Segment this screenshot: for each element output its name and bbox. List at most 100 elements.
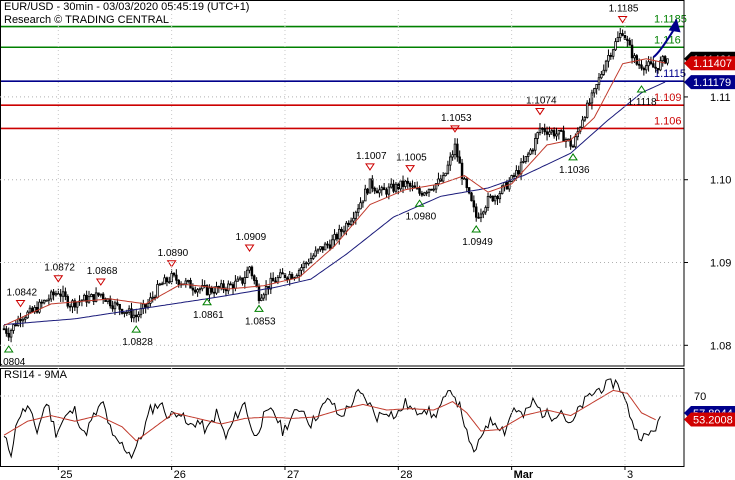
candle-body (288, 274, 291, 280)
swing-low-label: 1.0853 (245, 316, 276, 327)
candle-body (5, 328, 8, 334)
candle-body (28, 307, 32, 313)
candle (5, 325, 8, 337)
candle-body (45, 299, 48, 302)
candle-body (503, 182, 506, 187)
candle (644, 60, 648, 74)
candle-body (38, 301, 41, 313)
price-tag-label: 1.11179 (693, 77, 731, 89)
candle (529, 148, 532, 156)
candle (250, 265, 254, 280)
swing-high-marker (53, 275, 64, 283)
candle (477, 212, 480, 219)
candle (449, 152, 452, 171)
candle (297, 268, 301, 282)
rsi-tag-bg (684, 412, 735, 427)
candle-body (2, 328, 6, 331)
candle-body (205, 285, 209, 296)
candle (354, 210, 358, 225)
candle (609, 52, 613, 60)
candle-body (498, 193, 502, 200)
candle (49, 289, 53, 302)
candle-body (666, 58, 669, 64)
candle (427, 188, 431, 197)
candle-body (522, 161, 525, 163)
candle (526, 151, 530, 163)
candle-body (160, 283, 164, 286)
candle (9, 328, 13, 343)
candle (482, 210, 485, 219)
candle-body (609, 55, 613, 57)
candle (90, 293, 93, 298)
candle-body (619, 33, 622, 38)
candle (616, 31, 620, 43)
swing-low-label: 1.1118 (628, 97, 658, 108)
candle (626, 35, 629, 47)
target-arrow-head (668, 18, 681, 33)
candle (137, 311, 140, 322)
candle-body (401, 180, 405, 187)
ma-slow-line (3, 81, 666, 326)
candle (666, 58, 669, 66)
candle (262, 292, 265, 301)
swing-high-label: 1.0868 (87, 266, 118, 277)
candle-body (75, 301, 79, 308)
candle-body (194, 289, 197, 293)
candle (139, 302, 143, 319)
time-tick-label: 28 (400, 469, 412, 480)
candle (38, 299, 41, 314)
candle-body (297, 269, 301, 277)
candle (78, 295, 81, 306)
candle-body (529, 149, 532, 155)
candle (19, 312, 22, 328)
candle-body (165, 277, 169, 283)
candle (97, 292, 100, 297)
candle-body (170, 272, 173, 283)
candle (430, 188, 433, 191)
time-tick-label: Mar (514, 469, 534, 480)
candle-body (534, 138, 537, 151)
candle-body (541, 127, 544, 130)
candle-body (614, 41, 617, 51)
candle (349, 217, 353, 227)
candle-body (526, 153, 530, 157)
candle (458, 150, 461, 164)
candle (597, 72, 601, 91)
candle-body (345, 222, 348, 232)
candle-body (368, 178, 372, 194)
candle-body (208, 287, 211, 296)
candle (309, 252, 313, 264)
price-tick-label: 1.09 (710, 258, 731, 270)
candle-body (427, 188, 431, 193)
candle (366, 187, 369, 196)
candle (456, 138, 459, 162)
candle-body (633, 55, 636, 59)
candle (160, 281, 164, 286)
candle (392, 179, 395, 194)
candle (87, 290, 91, 304)
candle (474, 203, 478, 222)
candle (604, 59, 608, 73)
candle-body (385, 189, 388, 195)
candle-body (85, 294, 88, 303)
candle-body (649, 61, 653, 65)
candle-body (441, 175, 445, 182)
candle (394, 181, 398, 194)
candle (269, 272, 273, 294)
candle-body (453, 143, 457, 156)
candle (177, 279, 180, 288)
candle-body (656, 67, 660, 71)
candle-body (248, 266, 251, 271)
time-tick-label: 27 (287, 469, 299, 480)
candle-body (340, 228, 343, 232)
candle-body (104, 298, 107, 302)
candle-body (231, 284, 235, 289)
candle (548, 126, 551, 138)
candle (73, 298, 77, 312)
candle-body (347, 222, 350, 226)
candle (198, 287, 202, 294)
candle (595, 84, 598, 95)
candle (184, 277, 188, 288)
candle-body (373, 187, 376, 192)
